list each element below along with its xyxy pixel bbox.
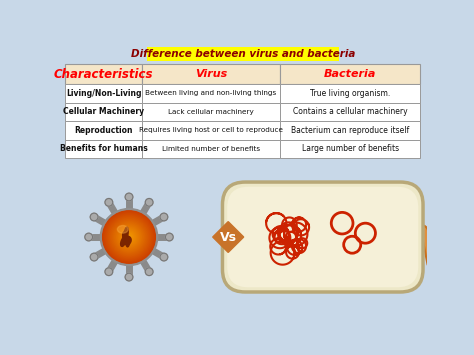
Circle shape xyxy=(114,222,144,252)
FancyBboxPatch shape xyxy=(280,103,420,121)
Circle shape xyxy=(118,226,140,248)
Text: Cellular Machinery: Cellular Machinery xyxy=(63,108,144,116)
Circle shape xyxy=(110,219,147,255)
Text: True living organism.: True living organism. xyxy=(310,89,391,98)
Text: Requires living host or cell to reproduce: Requires living host or cell to reproduc… xyxy=(139,127,283,133)
Text: Benefits for humans: Benefits for humans xyxy=(60,144,147,153)
Circle shape xyxy=(118,226,139,247)
Circle shape xyxy=(100,208,158,266)
Circle shape xyxy=(128,236,130,238)
Circle shape xyxy=(105,213,153,261)
Circle shape xyxy=(113,221,145,253)
Text: Reproduction: Reproduction xyxy=(74,126,133,135)
Circle shape xyxy=(117,225,142,250)
FancyBboxPatch shape xyxy=(222,182,423,292)
Circle shape xyxy=(90,213,98,221)
FancyBboxPatch shape xyxy=(227,187,419,287)
Text: Vs: Vs xyxy=(220,230,237,244)
FancyBboxPatch shape xyxy=(142,64,280,84)
FancyBboxPatch shape xyxy=(280,84,420,103)
Circle shape xyxy=(90,253,98,261)
Circle shape xyxy=(105,268,113,275)
Circle shape xyxy=(109,217,149,257)
Text: Bacteria: Bacteria xyxy=(324,69,376,79)
Circle shape xyxy=(122,230,136,244)
Circle shape xyxy=(85,233,92,241)
Circle shape xyxy=(112,220,146,254)
Circle shape xyxy=(160,213,168,221)
Circle shape xyxy=(111,219,147,255)
FancyBboxPatch shape xyxy=(142,121,280,140)
Circle shape xyxy=(123,231,135,243)
Circle shape xyxy=(119,227,139,247)
Circle shape xyxy=(107,215,151,259)
Circle shape xyxy=(125,233,133,241)
Text: Virus: Virus xyxy=(195,69,227,79)
FancyBboxPatch shape xyxy=(142,140,280,158)
Circle shape xyxy=(117,225,141,249)
FancyBboxPatch shape xyxy=(280,64,420,84)
Circle shape xyxy=(160,253,168,261)
Circle shape xyxy=(107,215,151,259)
Circle shape xyxy=(105,213,154,261)
Ellipse shape xyxy=(118,225,128,233)
Circle shape xyxy=(112,221,146,253)
Circle shape xyxy=(124,232,134,242)
Circle shape xyxy=(124,233,134,242)
Circle shape xyxy=(116,224,142,250)
Circle shape xyxy=(103,211,155,263)
Circle shape xyxy=(120,228,138,246)
Text: Difference between virus and bacteria: Difference between virus and bacteria xyxy=(131,49,355,59)
Circle shape xyxy=(127,235,131,239)
Circle shape xyxy=(125,273,133,281)
Circle shape xyxy=(104,212,154,262)
Circle shape xyxy=(103,212,155,263)
FancyBboxPatch shape xyxy=(65,103,142,121)
Circle shape xyxy=(115,223,144,251)
Text: Between living and non-living things: Between living and non-living things xyxy=(146,91,277,97)
Circle shape xyxy=(109,217,149,257)
Text: Large number of benefits: Large number of benefits xyxy=(302,144,399,153)
Text: Limited number of benefits: Limited number of benefits xyxy=(162,146,260,152)
FancyBboxPatch shape xyxy=(65,84,142,103)
FancyBboxPatch shape xyxy=(280,140,420,158)
FancyBboxPatch shape xyxy=(142,84,280,103)
FancyBboxPatch shape xyxy=(147,47,339,61)
Circle shape xyxy=(145,198,153,206)
Polygon shape xyxy=(120,227,131,247)
Circle shape xyxy=(145,268,153,275)
Text: Lack cellular machinery: Lack cellular machinery xyxy=(168,109,254,115)
Circle shape xyxy=(108,216,150,258)
Circle shape xyxy=(125,193,133,201)
Circle shape xyxy=(122,230,136,244)
Circle shape xyxy=(110,218,148,256)
FancyBboxPatch shape xyxy=(65,64,142,84)
Text: Contains a cellular machinery: Contains a cellular machinery xyxy=(293,108,408,116)
FancyBboxPatch shape xyxy=(142,103,280,121)
Circle shape xyxy=(120,229,137,246)
Circle shape xyxy=(128,236,130,238)
Circle shape xyxy=(165,233,173,241)
Circle shape xyxy=(106,214,152,260)
Text: Bacterium can reproduce itself: Bacterium can reproduce itself xyxy=(291,126,410,135)
FancyBboxPatch shape xyxy=(65,121,142,140)
Circle shape xyxy=(121,229,137,245)
Circle shape xyxy=(105,198,113,206)
Polygon shape xyxy=(213,222,244,252)
Circle shape xyxy=(115,223,143,251)
Circle shape xyxy=(126,234,132,240)
Text: Characteristics: Characteristics xyxy=(54,68,154,81)
FancyBboxPatch shape xyxy=(65,140,142,158)
Circle shape xyxy=(127,234,132,240)
Text: Living/Non-Living: Living/Non-Living xyxy=(66,89,141,98)
FancyBboxPatch shape xyxy=(280,121,420,140)
